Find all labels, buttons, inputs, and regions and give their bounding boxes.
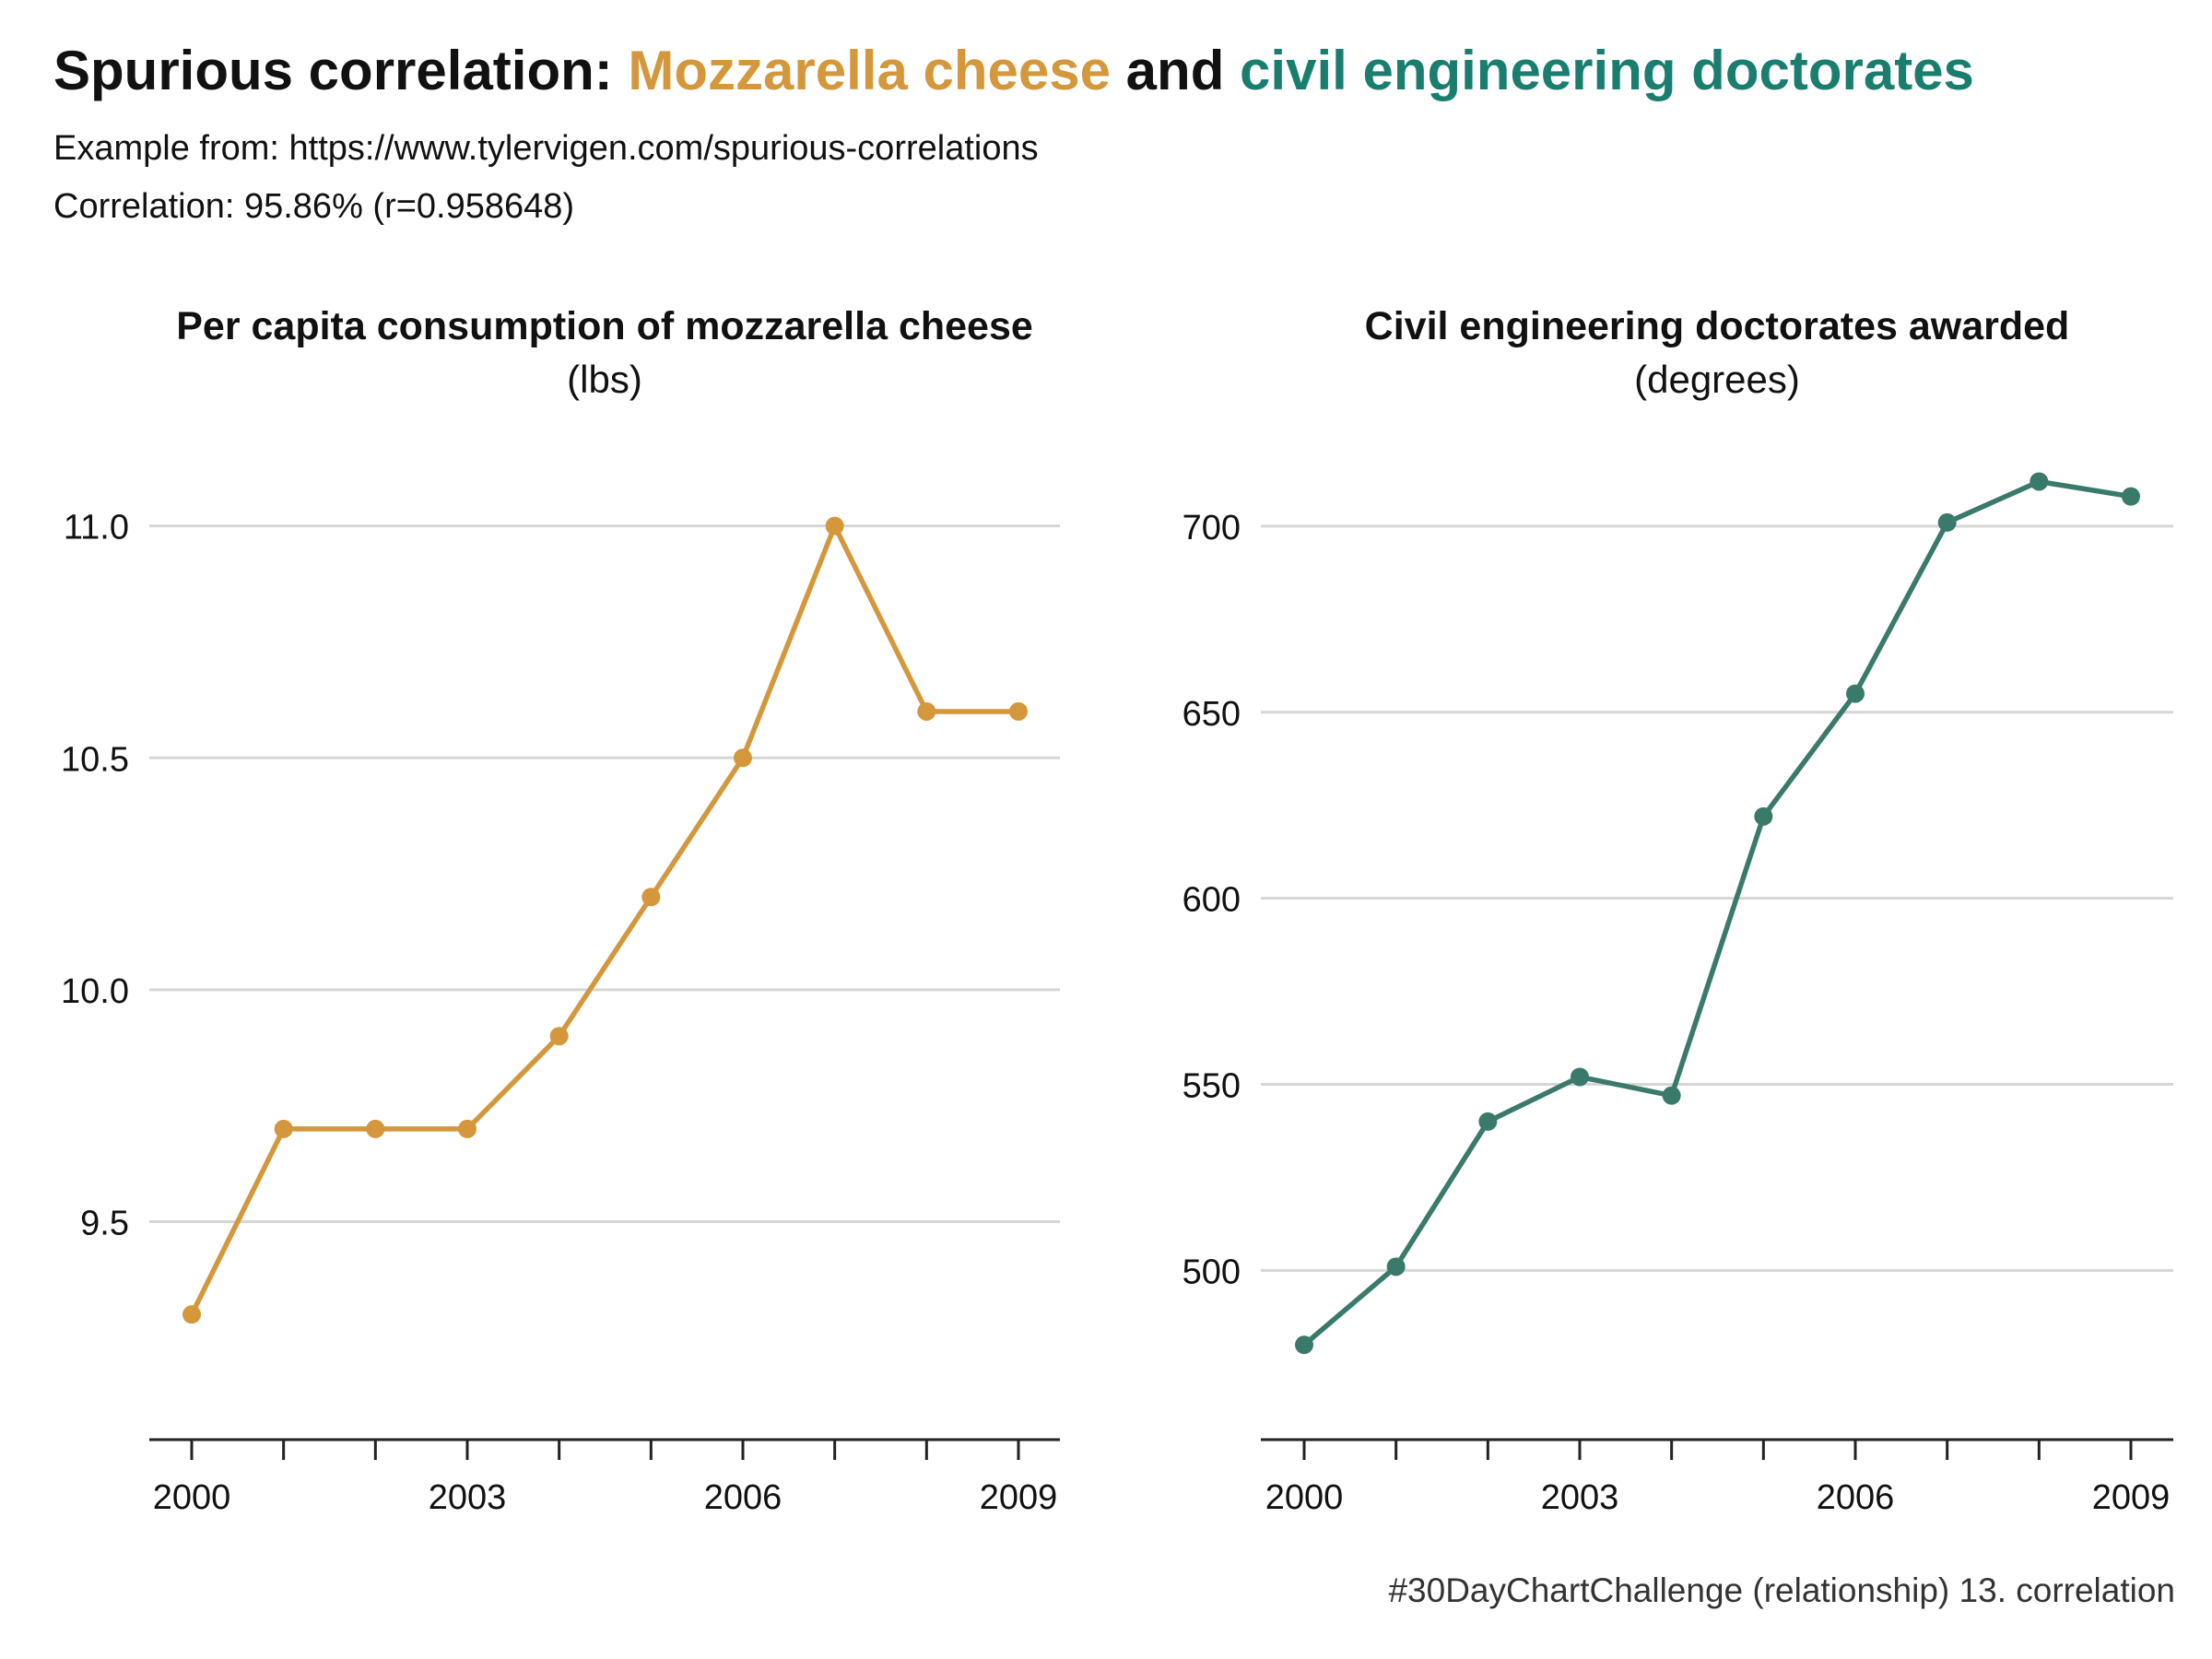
x-tick-label-engineering: 2003 [1541,1478,1619,1517]
x-tick-label-engineering: 2009 [2092,1478,2171,1517]
data-point-engineering [1386,1257,1406,1277]
data-point-cheese [458,1119,477,1138]
y-tick-label-engineering: 500 [1182,1253,1241,1291]
panel-title-engineering: Civil engineering doctorates awarded [1365,304,2070,348]
subtitle-source: Example from: https://www.tylervigen.com… [53,129,1039,168]
data-point-cheese [641,888,661,907]
x-tick-label-engineering: 2006 [1817,1478,1895,1517]
data-point-cheese [825,516,844,535]
data-point-engineering [1846,684,1865,703]
data-point-cheese [917,701,936,721]
x-tick-label-cheese: 2000 [153,1478,231,1517]
x-tick-label-engineering: 2000 [1265,1478,1344,1517]
data-point-cheese [734,748,752,768]
panel-title-cheese: Per capita consumption of mozzarella che… [176,304,1033,348]
data-point-engineering [1662,1086,1681,1105]
series-line-engineering [1301,478,2134,1347]
data-point-engineering [1754,806,1773,826]
y-tick-label-cheese: 9.5 [80,1205,129,1243]
series-line-cheese [189,523,1021,1317]
subtitle-correlation: Correlation: 95.86% (r=0.958648) [53,187,575,226]
y-tick-label-cheese: 10.0 [61,972,129,1011]
page-title: Spurious correlation: Mozzarella cheese … [53,39,1974,102]
data-point-cheese [274,1119,293,1138]
y-tick-label-cheese: 11.0 [64,509,129,547]
x-tick-label-cheese: 2009 [980,1478,1058,1517]
data-point-cheese [549,1027,569,1046]
data-point-engineering [2030,472,2049,491]
y-tick-label-engineering: 550 [1182,1067,1241,1106]
data-point-engineering [1571,1067,1589,1087]
y-tick-label-engineering: 700 [1182,509,1241,547]
data-point-cheese [366,1119,385,1138]
y-tick-label-cheese: 10.5 [61,740,129,779]
data-point-engineering [1295,1335,1313,1355]
x-tick-label-cheese: 2003 [429,1478,507,1517]
caption: #30DayChartChallenge (relationship) 13. … [1388,1571,2175,1609]
panel-unit-engineering: (degrees) [1634,358,1800,401]
y-tick-label-engineering: 600 [1182,881,1241,920]
title-mozzarella: Mozzarella cheese [628,40,1112,101]
data-point-engineering [1478,1112,1498,1131]
data-point-engineering [1937,512,1957,532]
title-join: and [1111,40,1241,101]
data-point-engineering [2122,487,2140,506]
data-point-cheese [1009,701,1028,721]
data-point-cheese [182,1305,201,1324]
y-tick-label-engineering: 650 [1182,695,1241,734]
x-tick-label-cheese: 2006 [704,1478,782,1517]
title-civil-engineering: civil engineering doctorates [1240,40,1974,101]
title-prefix: Spurious correlation: [53,40,629,101]
panel-unit-cheese: (lbs) [567,358,642,401]
